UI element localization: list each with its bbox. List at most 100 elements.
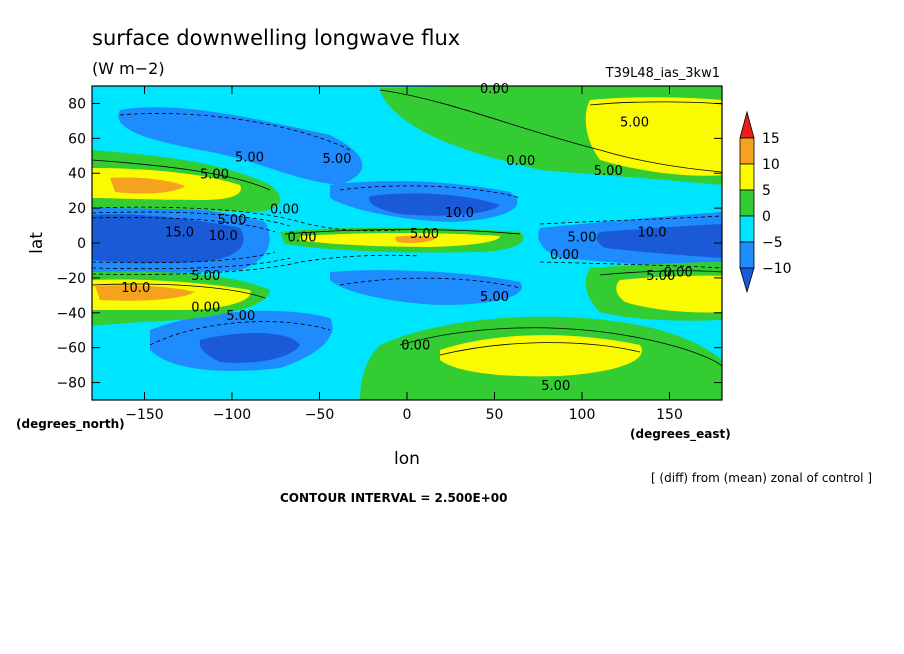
x-axis: −150 −100 −50 0 50 100 150 xyxy=(125,86,683,423)
colorbar-label: 10 xyxy=(762,157,780,173)
comparison-note: [ (diff) from (mean) zonal of control ] xyxy=(651,471,872,485)
field-region-yellow-south-east xyxy=(616,275,722,313)
contour-field xyxy=(92,86,722,400)
contour-label: 5.00 xyxy=(200,168,229,183)
contour-line xyxy=(339,185,521,199)
contour-line xyxy=(539,215,722,225)
x-axis-label: lon xyxy=(394,449,420,469)
field-region-yellow-southern xyxy=(440,335,642,377)
contour-line xyxy=(379,89,722,173)
field-region-neg-north xyxy=(118,107,363,185)
contour-label: 5.00 xyxy=(235,150,264,165)
contour-label: 5.00 xyxy=(541,379,570,394)
y-tick-label: 20 xyxy=(68,201,86,217)
x-tick-label: −150 xyxy=(125,407,163,423)
contour-label: 10.0 xyxy=(209,229,238,244)
y-axis: 80 60 40 20 0 −20 −40 −60 −80 xyxy=(56,96,722,392)
y-tick-label: 40 xyxy=(68,166,86,182)
contour-line xyxy=(399,327,722,367)
colorbar-segment xyxy=(739,137,755,165)
y-tick-label: −60 xyxy=(56,341,86,357)
contour-label: 5.00 xyxy=(191,269,220,284)
field-region-neg-core-east xyxy=(596,224,722,258)
contour-line xyxy=(439,342,641,356)
contour-label: 0.00 xyxy=(506,154,535,169)
colorbar-segment xyxy=(739,241,755,269)
field-region-orange-equator xyxy=(395,235,436,243)
contour-label: 5.00 xyxy=(646,269,675,284)
contour-line xyxy=(589,101,722,106)
colorbar-label: 15 xyxy=(762,131,780,147)
y-tick-label: 60 xyxy=(68,131,86,147)
contour-line xyxy=(92,217,276,233)
colorbar-segment xyxy=(739,189,755,217)
contour-line xyxy=(92,159,271,191)
x-tick-label: 0 xyxy=(403,407,412,423)
colorbar-label: −10 xyxy=(762,261,792,277)
contour-line xyxy=(92,283,266,299)
chart-units: (W m−2) xyxy=(92,59,165,78)
field-region-orange-south-west xyxy=(95,285,195,301)
contour-label: 0.00 xyxy=(664,265,693,280)
run-label: T39L48_ias_3kw1 xyxy=(605,66,720,81)
colorbar-top-arrow xyxy=(739,110,755,139)
contour-label: 10.0 xyxy=(638,225,667,240)
contour-line xyxy=(339,277,521,289)
x-tick-label: 150 xyxy=(656,407,683,423)
y-tick-label: −20 xyxy=(56,271,86,287)
contour-label: 5.00 xyxy=(226,309,255,324)
x-axis-units: (degrees_east) xyxy=(630,427,731,442)
contour-lines xyxy=(92,89,722,367)
colorbar-bottom-arrow xyxy=(739,267,755,294)
colorbar-segment xyxy=(739,215,755,243)
contour-label: 5.00 xyxy=(568,231,597,246)
contour-line xyxy=(92,257,291,270)
colorbar-label: 5 xyxy=(762,183,771,199)
contour-label: 5.00 xyxy=(620,115,649,130)
field-region-neg-south-center xyxy=(330,270,522,305)
field-region-neg-core-south xyxy=(199,333,300,363)
field-region-orange-north-west xyxy=(110,177,185,194)
field-region-neg-core-west xyxy=(92,214,244,263)
y-axis-units: (degrees_north) xyxy=(16,417,125,432)
contour-label: 5.00 xyxy=(410,227,439,242)
x-tick-label: −50 xyxy=(305,407,335,423)
contour-label: 10.0 xyxy=(445,206,474,221)
contour-line xyxy=(599,270,722,276)
contour-line xyxy=(92,211,291,227)
x-tick-label: −100 xyxy=(213,407,251,423)
contour-line xyxy=(92,206,401,232)
chart-title: surface downwelling longwave flux xyxy=(92,26,460,50)
contour-line xyxy=(119,113,351,151)
y-tick-label: 0 xyxy=(77,236,86,252)
y-tick-label: 80 xyxy=(68,96,86,112)
contour-line xyxy=(149,321,331,346)
x-tick-label: 50 xyxy=(486,407,504,423)
colorbar-label: −5 xyxy=(762,235,783,251)
y-tick-label: −80 xyxy=(56,376,86,392)
contour-label: 5.00 xyxy=(480,290,509,305)
contour-label: 0.00 xyxy=(401,339,430,354)
field-region-neg-core-center xyxy=(369,193,500,216)
contour-label: 10.0 xyxy=(121,281,150,296)
contour-label: 0.00 xyxy=(550,248,579,263)
contour-label: 5.00 xyxy=(594,164,623,179)
x-tick-label: 100 xyxy=(569,407,596,423)
y-axis-label: lat xyxy=(27,232,47,254)
contour-line xyxy=(539,261,722,269)
contour-label: 15.0 xyxy=(165,225,194,240)
colorbar-segment xyxy=(739,163,755,191)
contour-label: 5.00 xyxy=(218,213,247,228)
colorbar: 15 10 5 0 −5 −10 xyxy=(739,110,792,294)
contour-line xyxy=(284,229,521,235)
contour-interval: CONTOUR INTERVAL = 2.500E+00 xyxy=(280,491,507,505)
field-region-yellow-north-east xyxy=(585,97,722,176)
contour-label: 5.00 xyxy=(323,152,352,167)
contour-labels: 0.005.000.005.005.005.005.0010.00.005.00… xyxy=(121,82,693,394)
contour-line xyxy=(92,251,276,264)
contour-label: 0.00 xyxy=(270,203,299,218)
y-tick-label: −40 xyxy=(56,306,86,322)
contour-label: 0.00 xyxy=(288,231,317,246)
colorbar-label: 0 xyxy=(762,209,771,225)
